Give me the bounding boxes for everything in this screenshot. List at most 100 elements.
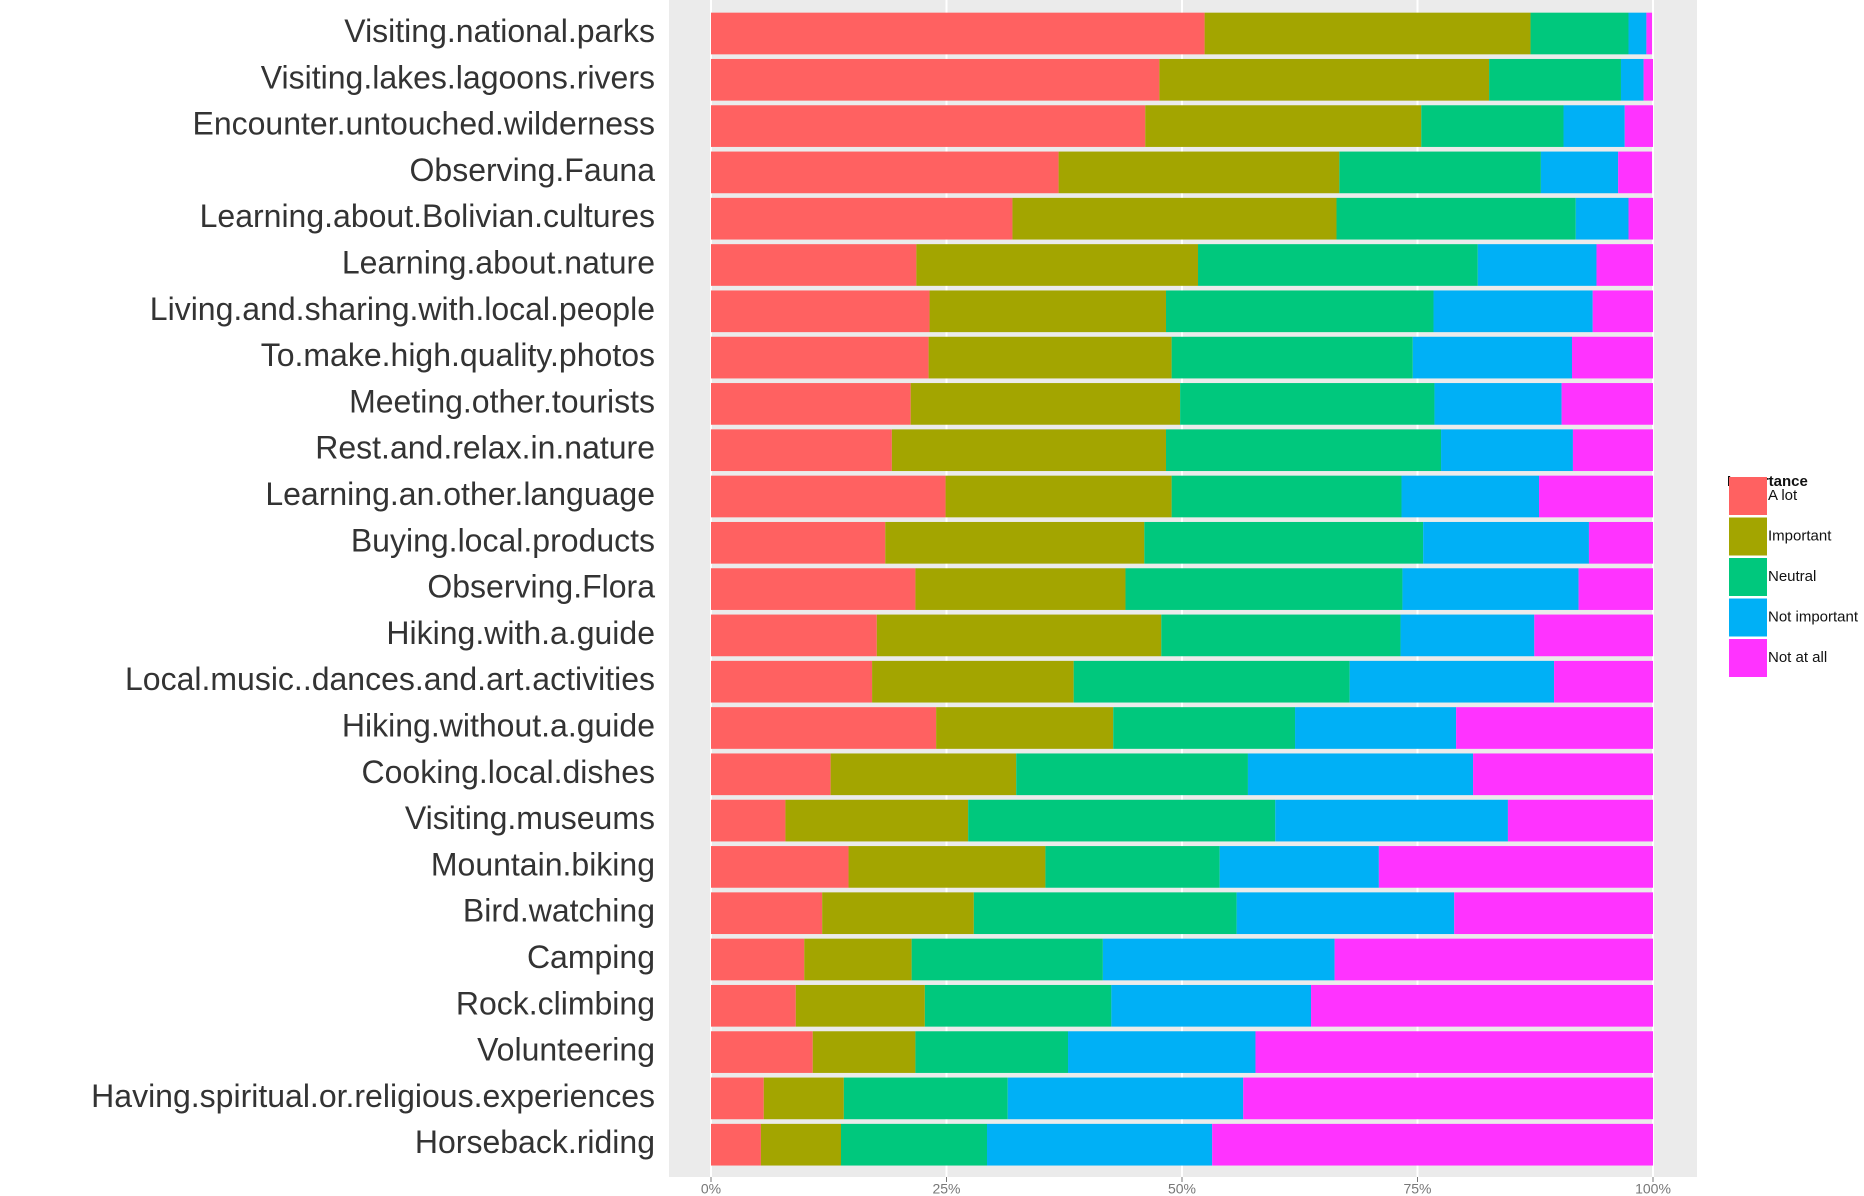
y-tick-label: Rock.climbing — [456, 985, 655, 1021]
bar-segment — [929, 290, 1166, 333]
bar-segment — [1058, 151, 1340, 194]
bar-segment — [916, 244, 1199, 286]
bar-segment — [891, 429, 1166, 472]
bar-segment — [711, 151, 1059, 194]
bar-segment — [711, 12, 1205, 55]
y-tick-label: Bird.watching — [463, 893, 655, 929]
bar-segment — [1477, 244, 1597, 286]
bar-segment — [822, 892, 974, 935]
y-tick-label: Volunteering — [477, 1032, 655, 1068]
bar-segment — [1113, 707, 1296, 749]
bar-segment — [711, 1077, 764, 1120]
bar-segment — [1180, 383, 1435, 425]
bar-segment — [1171, 475, 1402, 518]
legend-key — [1729, 639, 1767, 677]
bar-segment — [760, 1123, 841, 1166]
bar-segment — [711, 1031, 813, 1073]
bar-segment — [1161, 614, 1401, 657]
y-tick-label: Visiting.museums — [405, 800, 655, 836]
bar-segment — [1165, 290, 1434, 333]
y-tick-label: Living.and.sharing.with.local.people — [150, 291, 655, 327]
legend-key — [1729, 598, 1767, 637]
y-tick-label: Visiting.lakes.lagoons.rivers — [261, 59, 655, 95]
bar-segment — [1618, 151, 1653, 194]
bar-segment — [910, 383, 1181, 425]
bar-segment — [1412, 336, 1572, 379]
bar-segment — [1434, 383, 1562, 425]
bar-segment — [711, 846, 849, 888]
y-tick-label: Hiking.without.a.guide — [342, 707, 655, 743]
bar-segment — [1125, 568, 1403, 610]
legend-key — [1729, 558, 1767, 596]
bar-segment — [1007, 1077, 1244, 1120]
x-tick-label: 0% — [701, 1181, 721, 1196]
bar-segment — [1571, 336, 1653, 379]
legend-label: Not important — [1768, 608, 1859, 625]
bar-segment — [711, 197, 1013, 240]
bar-segment — [1401, 475, 1540, 518]
bar-segment — [711, 290, 930, 333]
bar-segment — [968, 799, 1276, 842]
y-tick-label: To.make.high.quality.photos — [261, 337, 655, 373]
bar-segment — [1646, 12, 1653, 55]
bar-segment — [1540, 151, 1619, 194]
bar-segment — [711, 707, 937, 749]
bar-segment — [711, 660, 873, 703]
bar-segment — [915, 1031, 1069, 1073]
bar-segment — [711, 244, 917, 286]
bar-segment — [711, 1123, 761, 1166]
bar-segment — [711, 521, 886, 564]
y-tick-label: Having.spiritual.or.religious.experience… — [91, 1078, 655, 1114]
bar-segment — [915, 568, 1126, 610]
bar-segment — [1334, 938, 1653, 981]
bar-segment — [1578, 568, 1653, 610]
bar-segment — [1219, 846, 1379, 888]
bar-segment — [1144, 521, 1424, 564]
bar-segment — [885, 521, 1145, 564]
bar-segment — [872, 660, 1074, 703]
y-tick-label: Horseback.riding — [415, 1124, 655, 1160]
bar-segment — [1171, 336, 1413, 379]
bar-segment — [924, 984, 1112, 1027]
bar-segment — [840, 1123, 988, 1166]
bar-segment — [843, 1077, 1008, 1120]
x-tick-label: 100% — [1635, 1181, 1671, 1196]
bar-segment — [711, 475, 946, 518]
y-tick-label: Learning.an.other.language — [265, 476, 655, 512]
y-tick-label: Learning.about.Bolivian.cultures — [200, 198, 655, 234]
bar-segment — [795, 984, 925, 1027]
bar-segment — [1247, 753, 1474, 796]
bar-segment — [1336, 197, 1576, 240]
bar-segment — [1561, 383, 1653, 425]
y-tick-label: Meeting.other.tourists — [349, 383, 655, 419]
x-tick-label: 75% — [1403, 1181, 1431, 1196]
legend-label: Important — [1768, 527, 1832, 544]
bar-segment — [1624, 105, 1653, 147]
bar-segment — [945, 475, 1172, 518]
bar-segment — [1441, 429, 1573, 472]
bar-segment — [1068, 1031, 1256, 1073]
bar-segment — [711, 336, 929, 379]
bar-segment — [1275, 799, 1508, 842]
bar-segment — [711, 799, 786, 842]
bar-segment — [1159, 58, 1490, 101]
y-tick-label: Local.music..dances.and.art.activities — [125, 661, 655, 697]
bar-segment — [1588, 521, 1653, 564]
bar-segment — [711, 984, 796, 1027]
bar-segment — [1530, 12, 1629, 55]
y-tick-label: Buying.local.products — [351, 522, 655, 558]
bar-segment — [1102, 938, 1335, 981]
bar-segment — [1554, 660, 1653, 703]
bar-segment — [973, 892, 1237, 935]
bar-segment — [1212, 1123, 1653, 1166]
bar-segment — [928, 336, 1172, 379]
bar-segment — [1045, 846, 1220, 888]
bar-segment — [1456, 707, 1653, 749]
legend-label: Not at all — [1768, 649, 1827, 666]
bar-segment — [1620, 58, 1644, 101]
bar-segment — [711, 105, 1146, 147]
y-tick-label: Encounter.untouched.wilderness — [192, 106, 655, 142]
legend-key — [1729, 477, 1767, 515]
legend-key — [1729, 517, 1767, 556]
y-tick-label: Visiting.national.parks — [344, 13, 655, 49]
